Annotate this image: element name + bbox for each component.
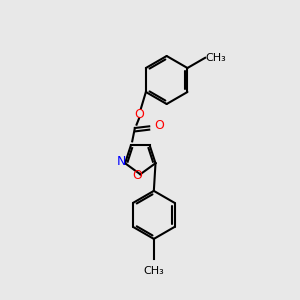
Text: O: O [134, 108, 144, 121]
Text: O: O [154, 119, 164, 132]
Text: O: O [133, 169, 142, 182]
Text: CH₃: CH₃ [143, 266, 164, 276]
Text: N: N [116, 155, 126, 168]
Text: CH₃: CH₃ [206, 53, 226, 63]
